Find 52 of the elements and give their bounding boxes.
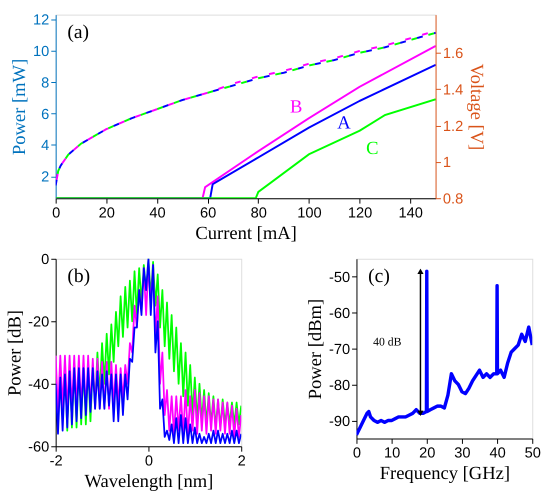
y-tick-label: -60 (328, 306, 350, 322)
y-tick-label: -40 (28, 377, 50, 394)
y-tick-label: 12 (33, 12, 50, 29)
y2-tick-label: 1.6 (442, 46, 464, 62)
x-axis-title: Current [mA] (195, 222, 297, 244)
series-label: B (290, 96, 302, 118)
y-tick-label: -70 (328, 342, 350, 358)
line-series (356, 270, 532, 437)
x-tick-label: 2 (238, 453, 246, 470)
chart-title: (a) (67, 22, 90, 44)
x-tick-label: 140 (398, 205, 423, 222)
y2-tick-label: 1.2 (442, 118, 464, 135)
y-tick-label: 2 (41, 170, 50, 186)
y-axis-title: Power [mW] (9, 58, 30, 156)
y-tick-label: -50 (328, 270, 350, 286)
y-tick-label: -90 (328, 414, 350, 430)
y2-tick-label: 1.4 (442, 82, 464, 99)
x-tick-label: 80 (250, 205, 267, 222)
chart-title: (c) (368, 266, 390, 288)
x-tick-label: 40 (489, 446, 506, 462)
y-tick-label: 8 (41, 75, 50, 92)
x-tick-label: 30 (454, 446, 471, 462)
x-tick-label: 60 (200, 205, 216, 222)
x-axis-title: Frequency [GHz] (380, 463, 510, 484)
annotation: 40 dB (373, 335, 402, 348)
x-tick-label: 10 (384, 446, 400, 462)
y-axis-title: Power [dBm] (305, 298, 326, 400)
y2-tick-label: 1 (442, 155, 452, 172)
y-tick-label: -20 (28, 314, 50, 331)
series-label: C (366, 138, 378, 160)
x-tick-label: 40 (149, 205, 166, 222)
series-label: A (337, 112, 352, 134)
x-tick-label: 20 (98, 205, 115, 222)
x-tick-label: 100 (297, 205, 322, 222)
x-tick-label: 50 (524, 446, 541, 462)
chart-title: (b) (67, 266, 90, 288)
x-tick-label: 0 (144, 453, 154, 470)
y-tick-label: 10 (33, 44, 50, 60)
x-tick-label: 0 (52, 205, 60, 222)
x-tick-label: -2 (50, 453, 63, 470)
y2-tick-label: 0.8 (442, 192, 464, 208)
y2-axis-title: Voltage [V] (466, 64, 488, 150)
x-tick-label: 20 (419, 446, 436, 462)
y-tick-label: 0 (41, 252, 50, 268)
y-axis-title: Power [dB] (4, 310, 26, 396)
y-tick-label: -60 (28, 440, 50, 456)
y-tick-label: 4 (41, 138, 50, 154)
x-axis-title: Wavelength [nm] (84, 470, 214, 492)
y-tick-label: -80 (328, 378, 350, 394)
y-tick-label: 6 (41, 106, 50, 123)
x-tick-label: 0 (352, 446, 362, 462)
x-tick-label: 120 (348, 205, 372, 222)
